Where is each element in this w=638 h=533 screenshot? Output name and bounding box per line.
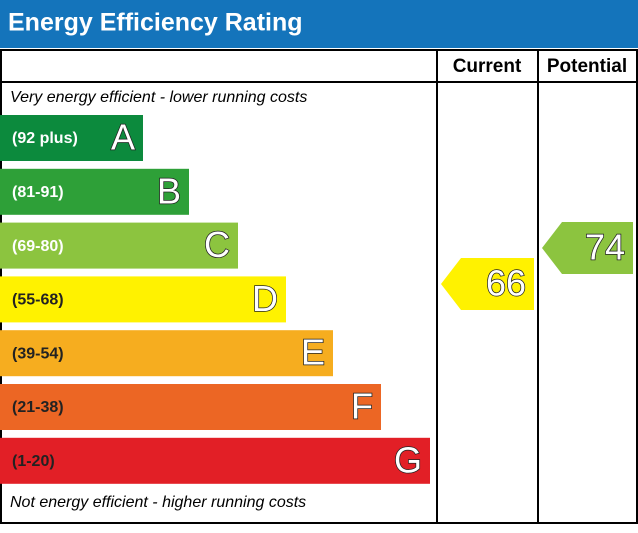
rating-arrow xyxy=(441,258,534,310)
header-bar xyxy=(0,0,638,48)
band-bar xyxy=(0,330,333,377)
title: Energy Efficiency Rating xyxy=(8,9,303,37)
column-header: Potential xyxy=(547,56,627,77)
rating-value: 66 xyxy=(486,263,526,304)
band-range: (39-54) xyxy=(12,345,64,362)
column-header: Current xyxy=(453,56,522,77)
bottom-note: Not energy efficient - higher running co… xyxy=(10,494,306,511)
band-range: (92 plus) xyxy=(12,130,78,147)
band-bar xyxy=(0,168,189,215)
band-letter: C xyxy=(204,224,230,265)
band-bar xyxy=(0,115,143,161)
band-letter: E xyxy=(301,332,325,373)
band-range: (55-68) xyxy=(12,292,64,309)
band-range: (1-20) xyxy=(12,453,55,470)
band-letter: B xyxy=(157,170,181,211)
band-range: (69-80) xyxy=(12,238,64,255)
band-bar xyxy=(0,437,430,484)
rating-value: 74 xyxy=(585,227,625,268)
band-range: (21-38) xyxy=(12,399,64,416)
band-range: (81-91) xyxy=(12,184,64,201)
band-bar xyxy=(0,276,286,323)
band-letter: F xyxy=(351,386,373,427)
band-letter: A xyxy=(111,117,135,158)
top-note: Very energy efficient - lower running co… xyxy=(10,89,307,106)
band-letter: G xyxy=(394,439,422,480)
band-bar xyxy=(0,222,238,269)
rating-arrow xyxy=(542,222,633,274)
band-letter: D xyxy=(252,278,278,319)
band-bar xyxy=(0,384,381,430)
